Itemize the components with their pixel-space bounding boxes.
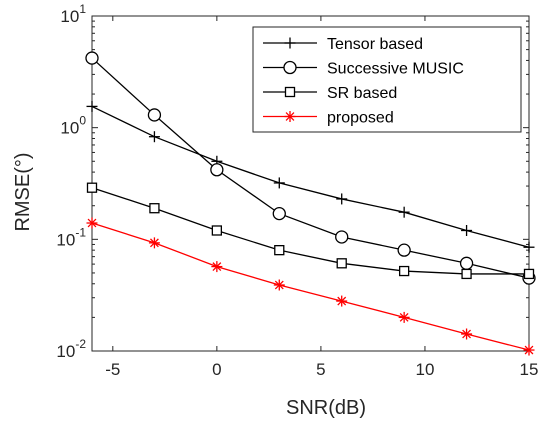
y-tick-label: 101 — [60, 2, 86, 26]
square-marker — [336, 258, 347, 269]
series-successive-music — [85, 51, 536, 285]
asterisk-marker — [273, 279, 285, 291]
plus-marker — [461, 224, 473, 236]
square-shape — [86, 182, 98, 193]
asterisk-marker — [336, 295, 348, 307]
plus-marker — [284, 37, 296, 49]
square-marker — [284, 86, 296, 98]
plus-marker — [148, 131, 160, 143]
plus-marker — [398, 206, 410, 218]
circle-marker — [459, 256, 474, 270]
square-marker — [461, 268, 472, 280]
plus-marker — [273, 177, 285, 189]
square-shape — [398, 265, 410, 277]
asterisk-stroke — [285, 112, 295, 121]
series-proposed — [86, 217, 535, 356]
square-marker — [86, 182, 98, 193]
legend-label: Successive MUSIC — [327, 61, 464, 78]
asterisk-marker — [86, 217, 98, 229]
series-line — [91, 105, 530, 248]
plus-marker — [86, 100, 98, 112]
x-tick-label: 10 — [415, 360, 434, 379]
y-tick-label: 10-2 — [56, 337, 86, 361]
asterisk-marker — [461, 328, 473, 340]
circle-marker — [147, 108, 162, 122]
circle-marker — [397, 243, 411, 257]
square-marker — [274, 245, 285, 256]
legend-label: Tensor based — [327, 36, 423, 53]
circle-marker — [335, 230, 349, 244]
square-shape — [149, 203, 160, 214]
asterisk-stroke — [150, 238, 159, 248]
square-marker — [211, 225, 223, 236]
square-shape — [284, 86, 296, 98]
y-tick-label: 10-1 — [56, 225, 86, 249]
asterisk-stroke — [337, 296, 347, 306]
circle-shape — [335, 230, 349, 244]
circle-marker — [85, 51, 99, 65]
square-shape — [461, 268, 472, 280]
x-axis-label: SNR(dB) — [286, 397, 366, 419]
x-tick-label: 0 — [212, 360, 221, 379]
legend-box — [252, 26, 522, 133]
asterisk-stroke — [462, 329, 471, 339]
asterisk-marker — [148, 237, 160, 249]
legend-item: SR based — [263, 85, 397, 102]
series-line — [91, 222, 530, 351]
asterisk-marker — [523, 344, 535, 356]
x-tick-label: -5 — [105, 360, 120, 379]
circle-shape — [272, 206, 286, 221]
asterisk-marker — [398, 311, 410, 323]
circle-marker — [272, 206, 286, 221]
asterisk-stroke — [524, 345, 534, 355]
plus-marker — [523, 241, 535, 253]
square-marker — [398, 265, 410, 277]
legend-item: Tensor based — [263, 36, 423, 53]
circle-shape — [283, 60, 297, 75]
circle-shape — [210, 163, 224, 177]
y-axis-label: RMSE(°) — [12, 152, 34, 231]
asterisk-marker — [284, 111, 296, 122]
square-shape — [523, 268, 535, 280]
asterisk-stroke — [399, 312, 409, 322]
circle-marker — [210, 163, 224, 177]
series-line — [91, 187, 529, 275]
asterisk-stroke — [274, 280, 284, 290]
circle-shape — [85, 51, 99, 65]
plus-marker — [336, 193, 348, 205]
y-tick-label: 100 — [60, 114, 86, 138]
series-line — [91, 57, 530, 279]
legend-item: Successive MUSIC — [263, 61, 464, 78]
square-marker — [149, 203, 160, 214]
square-shape — [211, 225, 223, 236]
asterisk-stroke — [212, 262, 222, 272]
square-shape — [336, 258, 347, 269]
circle-marker — [283, 60, 297, 75]
circle-shape — [397, 243, 411, 257]
legend-label: SR based — [327, 85, 397, 102]
x-tick-label: 5 — [316, 360, 325, 379]
x-tick-label: 15 — [520, 360, 539, 379]
legend: Tensor based Successive MUSIC SR based prop… — [252, 26, 522, 133]
series-sr-based — [86, 182, 535, 280]
asterisk-marker — [211, 261, 223, 273]
legend-label: proposed — [327, 110, 394, 127]
circle-shape — [147, 108, 162, 122]
square-shape — [274, 245, 285, 256]
asterisk-stroke — [87, 218, 97, 228]
square-marker — [523, 268, 535, 280]
series-tensor-based — [86, 100, 535, 253]
series-layer — [85, 51, 536, 356]
legend-item: proposed — [263, 110, 394, 127]
circle-shape — [459, 256, 474, 270]
